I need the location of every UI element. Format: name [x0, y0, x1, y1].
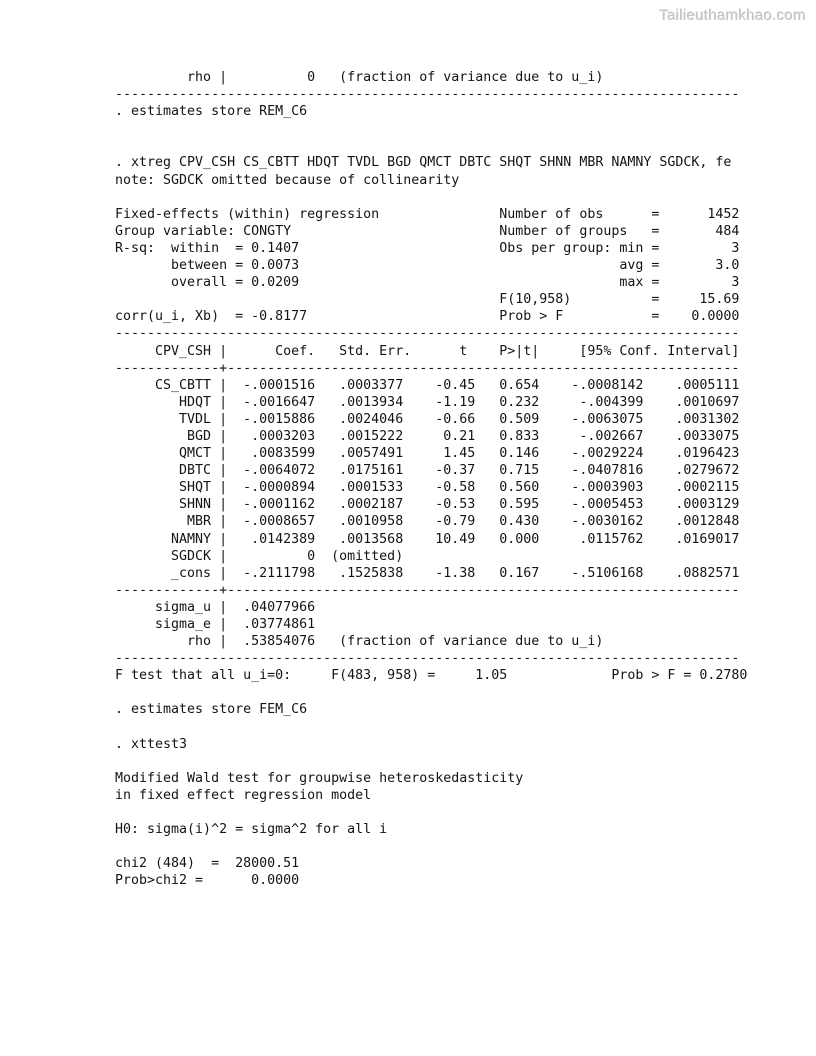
output-line: . estimates store REM_C6: [115, 104, 308, 120]
output-line: ----------------------------------------…: [115, 651, 740, 667]
output-line: F(10,958) = 15.69: [115, 292, 740, 308]
output-line: overall = 0.0209 max = 3: [115, 275, 740, 291]
output-line: H0: sigma(i)^2 = sigma^2 for all i: [115, 822, 388, 838]
output-line: Modified Wald test for groupwise heteros…: [115, 770, 524, 786]
output-line: CPV_CSH | Coef. Std. Err. t P>|t| [95% C…: [115, 343, 740, 359]
output-line: Group variable: CONGTY Number of groups …: [115, 223, 740, 239]
output-line: rho | .53854076 (fraction of variance du…: [115, 634, 604, 650]
output-line: _cons | -.2111798 .1525838 -1.38 0.167 -…: [115, 565, 740, 581]
output-line: chi2 (484) = 28000.51: [115, 856, 300, 872]
output-line: [115, 189, 747, 206]
stata-output-block: rho | 0 (fraction of variance due to u_i…: [115, 69, 747, 890]
output-line: R-sq: within = 0.1407 Obs per group: min…: [115, 240, 740, 256]
output-line: [115, 120, 747, 137]
output-line: [115, 804, 747, 821]
output-line: CS_CBTT | -.0001516 .0003377 -0.45 0.654…: [115, 377, 740, 393]
output-line: sigma_e | .03774861: [115, 617, 316, 632]
output-line: [115, 684, 747, 701]
output-line: . xtreg CPV_CSH CS_CBTT HDQT TVDL BGD QM…: [115, 155, 732, 171]
output-line: QMCT | .0083599 .0057491 1.45 0.146 -.00…: [115, 446, 740, 462]
output-line: MBR | -.0008657 .0010958 -0.79 0.430 -.0…: [115, 514, 740, 530]
output-line: ----------------------------------------…: [115, 87, 740, 103]
output-line: SGDCK | 0 (omitted): [115, 548, 404, 564]
output-line: HDQT | -.0016647 .0013934 -1.19 0.232 -.…: [115, 394, 740, 410]
output-line: Fixed-effects (within) regression Number…: [115, 206, 740, 222]
output-line: [115, 719, 747, 736]
output-line: ----------------------------------------…: [115, 326, 740, 342]
output-line: SHQT | -.0000894 .0001533 -0.58 0.560 -.…: [115, 480, 740, 496]
output-line: . xttest3: [115, 736, 188, 752]
output-line: [115, 137, 747, 154]
output-line: corr(u_i, Xb) = -0.8177 Prob > F = 0.000…: [115, 309, 740, 325]
output-line: note: SGDCK omitted because of collinear…: [115, 172, 460, 188]
output-line: . estimates store FEM_C6: [115, 702, 308, 718]
watermark: Tailieuthamkhao.com: [659, 7, 806, 24]
output-line: in fixed effect regression model: [115, 787, 372, 803]
output-line: rho | 0 (fraction of variance due to u_i…: [115, 70, 604, 85]
output-line: DBTC | -.0064072 .0175161 -0.37 0.715 -.…: [115, 463, 740, 479]
output-line: BGD | .0003203 .0015222 0.21 0.833 -.002…: [115, 428, 740, 444]
output-line: [115, 838, 747, 855]
output-line: F test that all u_i=0: F(483, 958) = 1.0…: [115, 668, 748, 684]
output-line: SHNN | -.0001162 .0002187 -0.53 0.595 -.…: [115, 497, 740, 513]
output-line: -------------+--------------------------…: [115, 582, 740, 598]
output-line: sigma_u | .04077966: [115, 599, 316, 615]
output-line: TVDL | -.0015886 .0024046 -0.66 0.509 -.…: [115, 411, 740, 427]
output-line: [115, 753, 747, 770]
output-line: -------------+--------------------------…: [115, 360, 740, 376]
output-line: between = 0.0073 avg = 3.0: [115, 258, 740, 274]
output-line: NAMNY | .0142389 .0013568 10.49 0.000 .0…: [115, 531, 740, 547]
output-line: Prob>chi2 = 0.0000: [115, 873, 300, 889]
